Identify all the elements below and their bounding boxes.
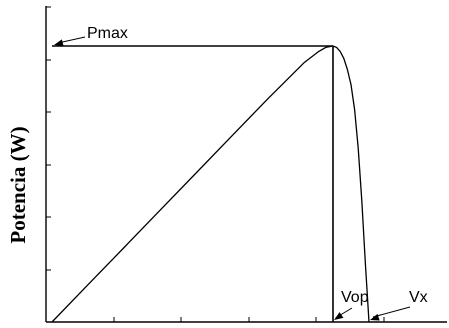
- vop-annotation-arrowhead: [334, 312, 344, 320]
- y-axis-label: Potencia (W): [6, 126, 30, 243]
- vop-annotation-label: Vop: [341, 289, 369, 306]
- pmax-annotation-arrowhead: [54, 39, 64, 47]
- vx-annotation-label: Vx: [409, 289, 428, 306]
- power-curve-line: [51, 45, 370, 323]
- vx-annotation-arrowhead: [370, 313, 380, 321]
- plot-area: Pmax Vop Vx: [45, 6, 447, 323]
- pmax-annotation-label: Pmax: [87, 25, 128, 42]
- vx-annotation-arrow-line: [372, 306, 411, 318]
